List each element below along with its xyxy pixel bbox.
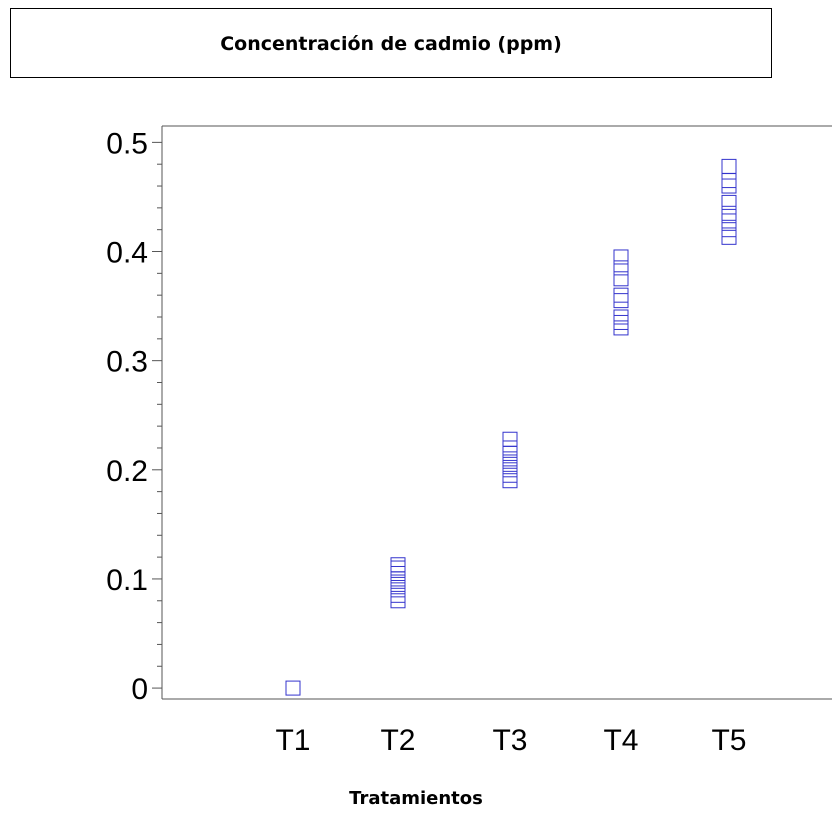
y-tick-label: 0.3 — [106, 346, 148, 379]
chart-title-box: Concentración de cadmio (ppm) — [10, 8, 772, 78]
data-point — [390, 571, 406, 587]
data-point — [721, 229, 737, 245]
data-point — [502, 462, 518, 478]
x-tick-label: T3 — [492, 724, 527, 757]
data-point — [390, 557, 406, 573]
data-point — [502, 467, 518, 483]
x-tick-label: T1 — [275, 724, 310, 757]
data-point — [390, 582, 406, 598]
data-point — [502, 431, 518, 447]
axes — [161, 125, 832, 700]
data-point — [390, 560, 406, 576]
y-tick-label: 0.2 — [106, 455, 148, 488]
x-tick-label: T2 — [380, 724, 415, 757]
data-point — [613, 287, 629, 303]
data-point — [721, 173, 737, 189]
data-point — [285, 680, 301, 696]
data-point — [613, 260, 629, 276]
y-axis-ticks: 0 0.1 0.2 0.3 0.4 0.5 — [106, 127, 162, 706]
data-point — [502, 456, 518, 472]
data-point — [721, 158, 737, 174]
y-tick-label: 0.5 — [106, 127, 148, 160]
data-point — [721, 194, 737, 210]
data-point — [502, 473, 518, 489]
data-point — [721, 222, 737, 238]
data-point — [390, 565, 406, 581]
data-point — [502, 440, 518, 456]
data-point — [613, 309, 629, 325]
y-tick-label: 0.4 — [106, 237, 148, 270]
chart-title: Concentración de cadmio (ppm) — [220, 33, 562, 55]
data-point — [721, 178, 737, 194]
x-axis-label: Tratamientos — [349, 788, 483, 809]
y-tick-label: 0.1 — [106, 564, 148, 597]
data-point — [613, 271, 629, 287]
data-point — [390, 593, 406, 609]
data-point — [721, 213, 737, 229]
data-point — [613, 293, 629, 309]
data-point — [613, 320, 629, 336]
y-tick-label: 0 — [131, 673, 148, 706]
data-point — [390, 576, 406, 592]
data-point — [613, 314, 629, 330]
data-point — [390, 587, 406, 603]
x-axis-ticks: T1 T2 T3 T4 T5 — [275, 724, 746, 757]
data-point — [502, 451, 518, 467]
x-tick-label: T5 — [711, 724, 746, 757]
data-points — [285, 158, 737, 696]
data-point — [613, 249, 629, 265]
data-point — [502, 445, 518, 461]
data-point — [721, 205, 737, 221]
x-tick-label: T4 — [603, 724, 638, 757]
